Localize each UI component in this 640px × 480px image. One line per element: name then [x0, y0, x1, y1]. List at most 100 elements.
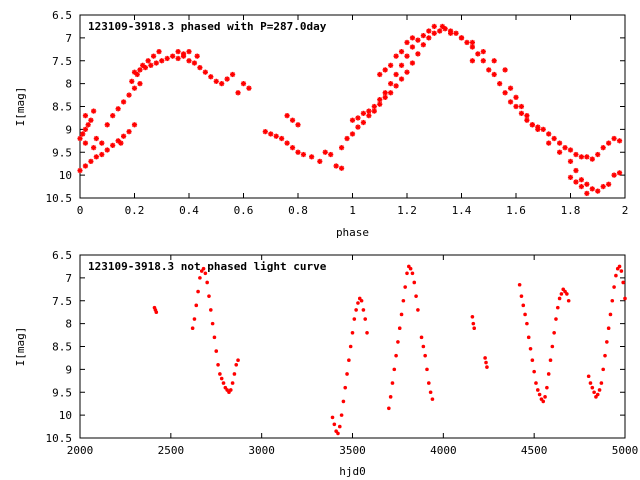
- data-point: [126, 129, 132, 135]
- data-point: [232, 372, 237, 376]
- data-point: [546, 140, 552, 146]
- data-point: [530, 358, 535, 363]
- data-point: [115, 106, 121, 112]
- data-point: [212, 335, 217, 340]
- data-point: [521, 303, 526, 308]
- y-tick-label: 10: [59, 409, 72, 422]
- data-point: [567, 174, 574, 181]
- data-point: [355, 115, 361, 121]
- data-point: [601, 367, 605, 372]
- data-point: [562, 145, 568, 151]
- data-point: [537, 392, 542, 397]
- data-point: [131, 85, 138, 91]
- data-point: [589, 186, 595, 192]
- data-point: [164, 55, 170, 62]
- y-tick-label: 8: [65, 78, 72, 91]
- data-point: [382, 67, 388, 73]
- y-axis-label: I[mag]: [14, 327, 27, 367]
- data-point: [396, 340, 400, 344]
- data-point: [131, 122, 138, 128]
- x-tick-label: 3000: [248, 444, 275, 457]
- unphased-light-curve-panel: 2000 2500 3000 3500 4000 4500 5000 6.5 7 7.5 8 8.5 9…: [14, 249, 638, 478]
- data-point: [110, 113, 116, 119]
- data-point: [191, 60, 198, 66]
- data-point: [289, 145, 296, 151]
- data-point: [619, 269, 624, 273]
- data-point: [104, 122, 110, 128]
- data-point: [616, 170, 623, 176]
- data-point: [365, 330, 369, 335]
- data-point: [159, 58, 165, 64]
- data-point: [523, 312, 527, 317]
- data-point: [485, 365, 489, 369]
- data-point: [404, 69, 410, 75]
- data-point: [398, 62, 405, 68]
- data-point: [426, 35, 432, 41]
- data-point: [397, 326, 402, 331]
- data-point: [421, 344, 426, 349]
- y-tick-label: 7.5: [52, 295, 72, 308]
- data-point: [85, 122, 91, 128]
- data-point: [517, 282, 522, 287]
- data-point: [393, 83, 399, 89]
- data-point: [295, 149, 301, 155]
- data-point: [388, 395, 393, 399]
- data-point: [170, 53, 176, 59]
- x-tick-label: 1.8: [561, 204, 581, 217]
- data-point: [150, 53, 157, 59]
- data-point: [573, 167, 579, 174]
- data-point: [491, 71, 497, 78]
- y-tick-label: 10: [59, 169, 72, 182]
- data-point: [371, 103, 377, 110]
- plot-frame: [79, 254, 626, 439]
- data-point: [623, 296, 627, 301]
- data-point: [483, 356, 487, 360]
- data-point: [156, 49, 162, 55]
- data-point: [88, 117, 94, 123]
- data-point: [611, 172, 617, 178]
- y-tick-label: 7.5: [52, 55, 72, 68]
- data-point: [219, 81, 225, 87]
- data-point: [91, 145, 97, 151]
- data-point: [205, 280, 209, 285]
- data-point: [469, 58, 475, 64]
- x-tick-label: 5000: [612, 444, 639, 457]
- data-point: [197, 65, 203, 71]
- data-point: [597, 388, 602, 392]
- data-point: [513, 103, 519, 110]
- data-point: [557, 149, 563, 155]
- data-point: [518, 103, 525, 110]
- data-point: [341, 399, 346, 404]
- data-point: [470, 314, 475, 319]
- data-point: [336, 431, 340, 436]
- data-point: [213, 78, 219, 84]
- data-point: [430, 397, 435, 401]
- x-tick-label: 2000: [67, 444, 94, 457]
- data-point: [194, 53, 200, 59]
- data-point: [104, 147, 110, 153]
- data-point: [399, 312, 404, 317]
- data-point: [284, 113, 290, 119]
- data-point: [600, 183, 606, 190]
- data-point: [617, 264, 622, 269]
- x-tick-label: 4000: [430, 444, 457, 457]
- data-point: [360, 110, 366, 116]
- data-point: [524, 117, 530, 123]
- data-point: [398, 49, 405, 55]
- data-point: [595, 151, 601, 158]
- data-point: [546, 372, 551, 376]
- data-point: [584, 181, 590, 187]
- data-point: [534, 381, 538, 385]
- data-point: [605, 340, 609, 344]
- y-tick-label: 7: [65, 32, 72, 45]
- data-point: [546, 131, 552, 137]
- y-tick-label: 7: [65, 272, 72, 285]
- data-point: [541, 399, 546, 404]
- data-point: [394, 353, 398, 358]
- chart-title: 123109-3918.3 phased with P=287.0day: [88, 20, 327, 33]
- data-point: [557, 140, 563, 146]
- data-point: [559, 292, 564, 296]
- x-tick-label: 2: [622, 204, 629, 217]
- data-point: [93, 135, 99, 142]
- x-tick-label: 0.4: [179, 204, 199, 217]
